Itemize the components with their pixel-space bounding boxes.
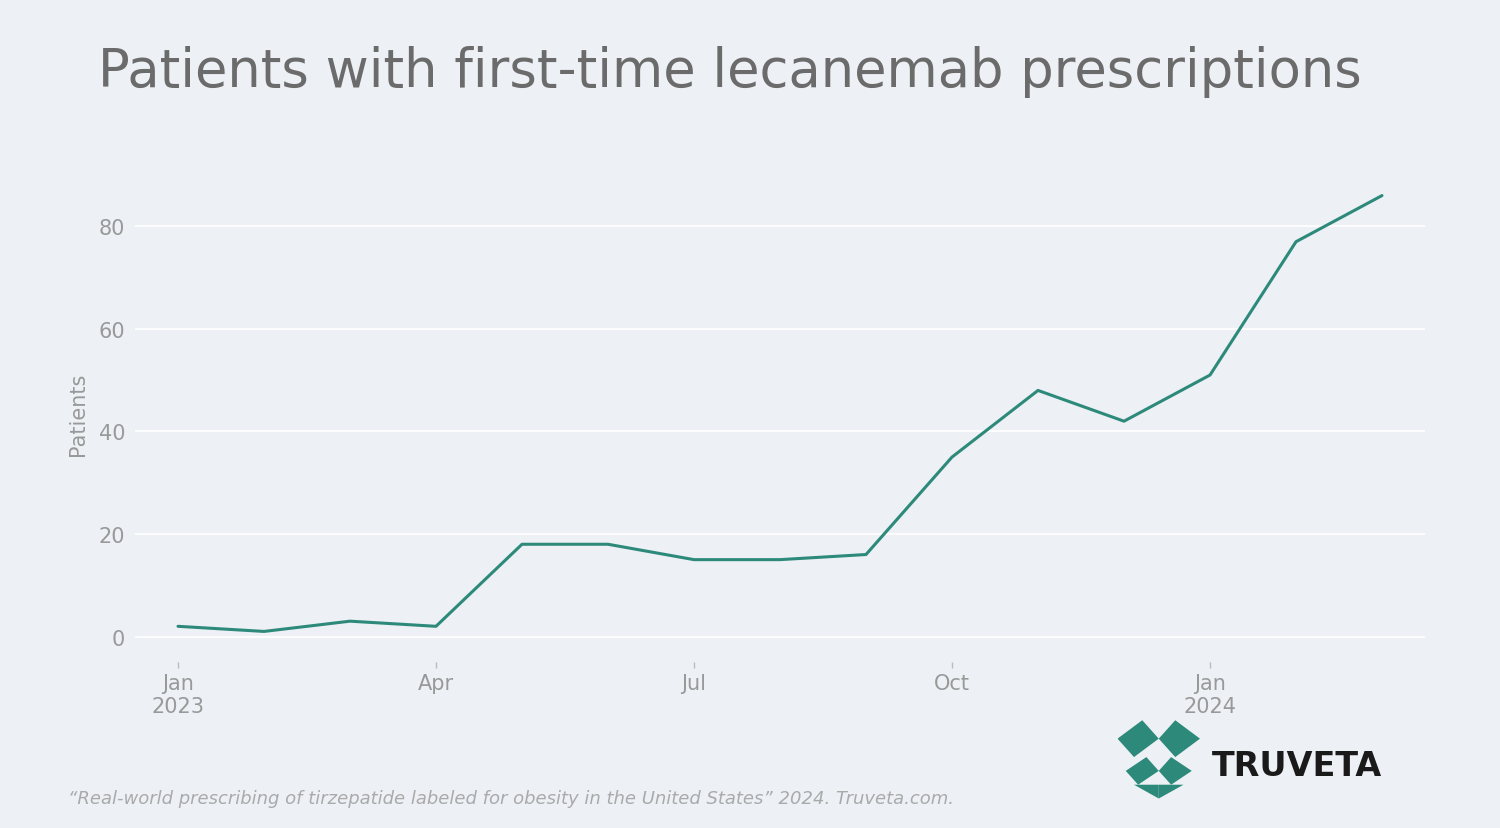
Text: Patients with first-time lecanemab prescriptions: Patients with first-time lecanemab presc… — [98, 46, 1362, 98]
Text: TRUVETA: TRUVETA — [1212, 749, 1383, 782]
Y-axis label: Patients: Patients — [68, 373, 87, 455]
Polygon shape — [1158, 757, 1191, 785]
Polygon shape — [1125, 757, 1158, 785]
Polygon shape — [1158, 720, 1200, 757]
Polygon shape — [1118, 720, 1158, 757]
Polygon shape — [1134, 785, 1158, 798]
Polygon shape — [1158, 785, 1184, 798]
Text: “Real-world prescribing of tirzepatide labeled for obesity in the United States”: “Real-world prescribing of tirzepatide l… — [68, 789, 954, 807]
